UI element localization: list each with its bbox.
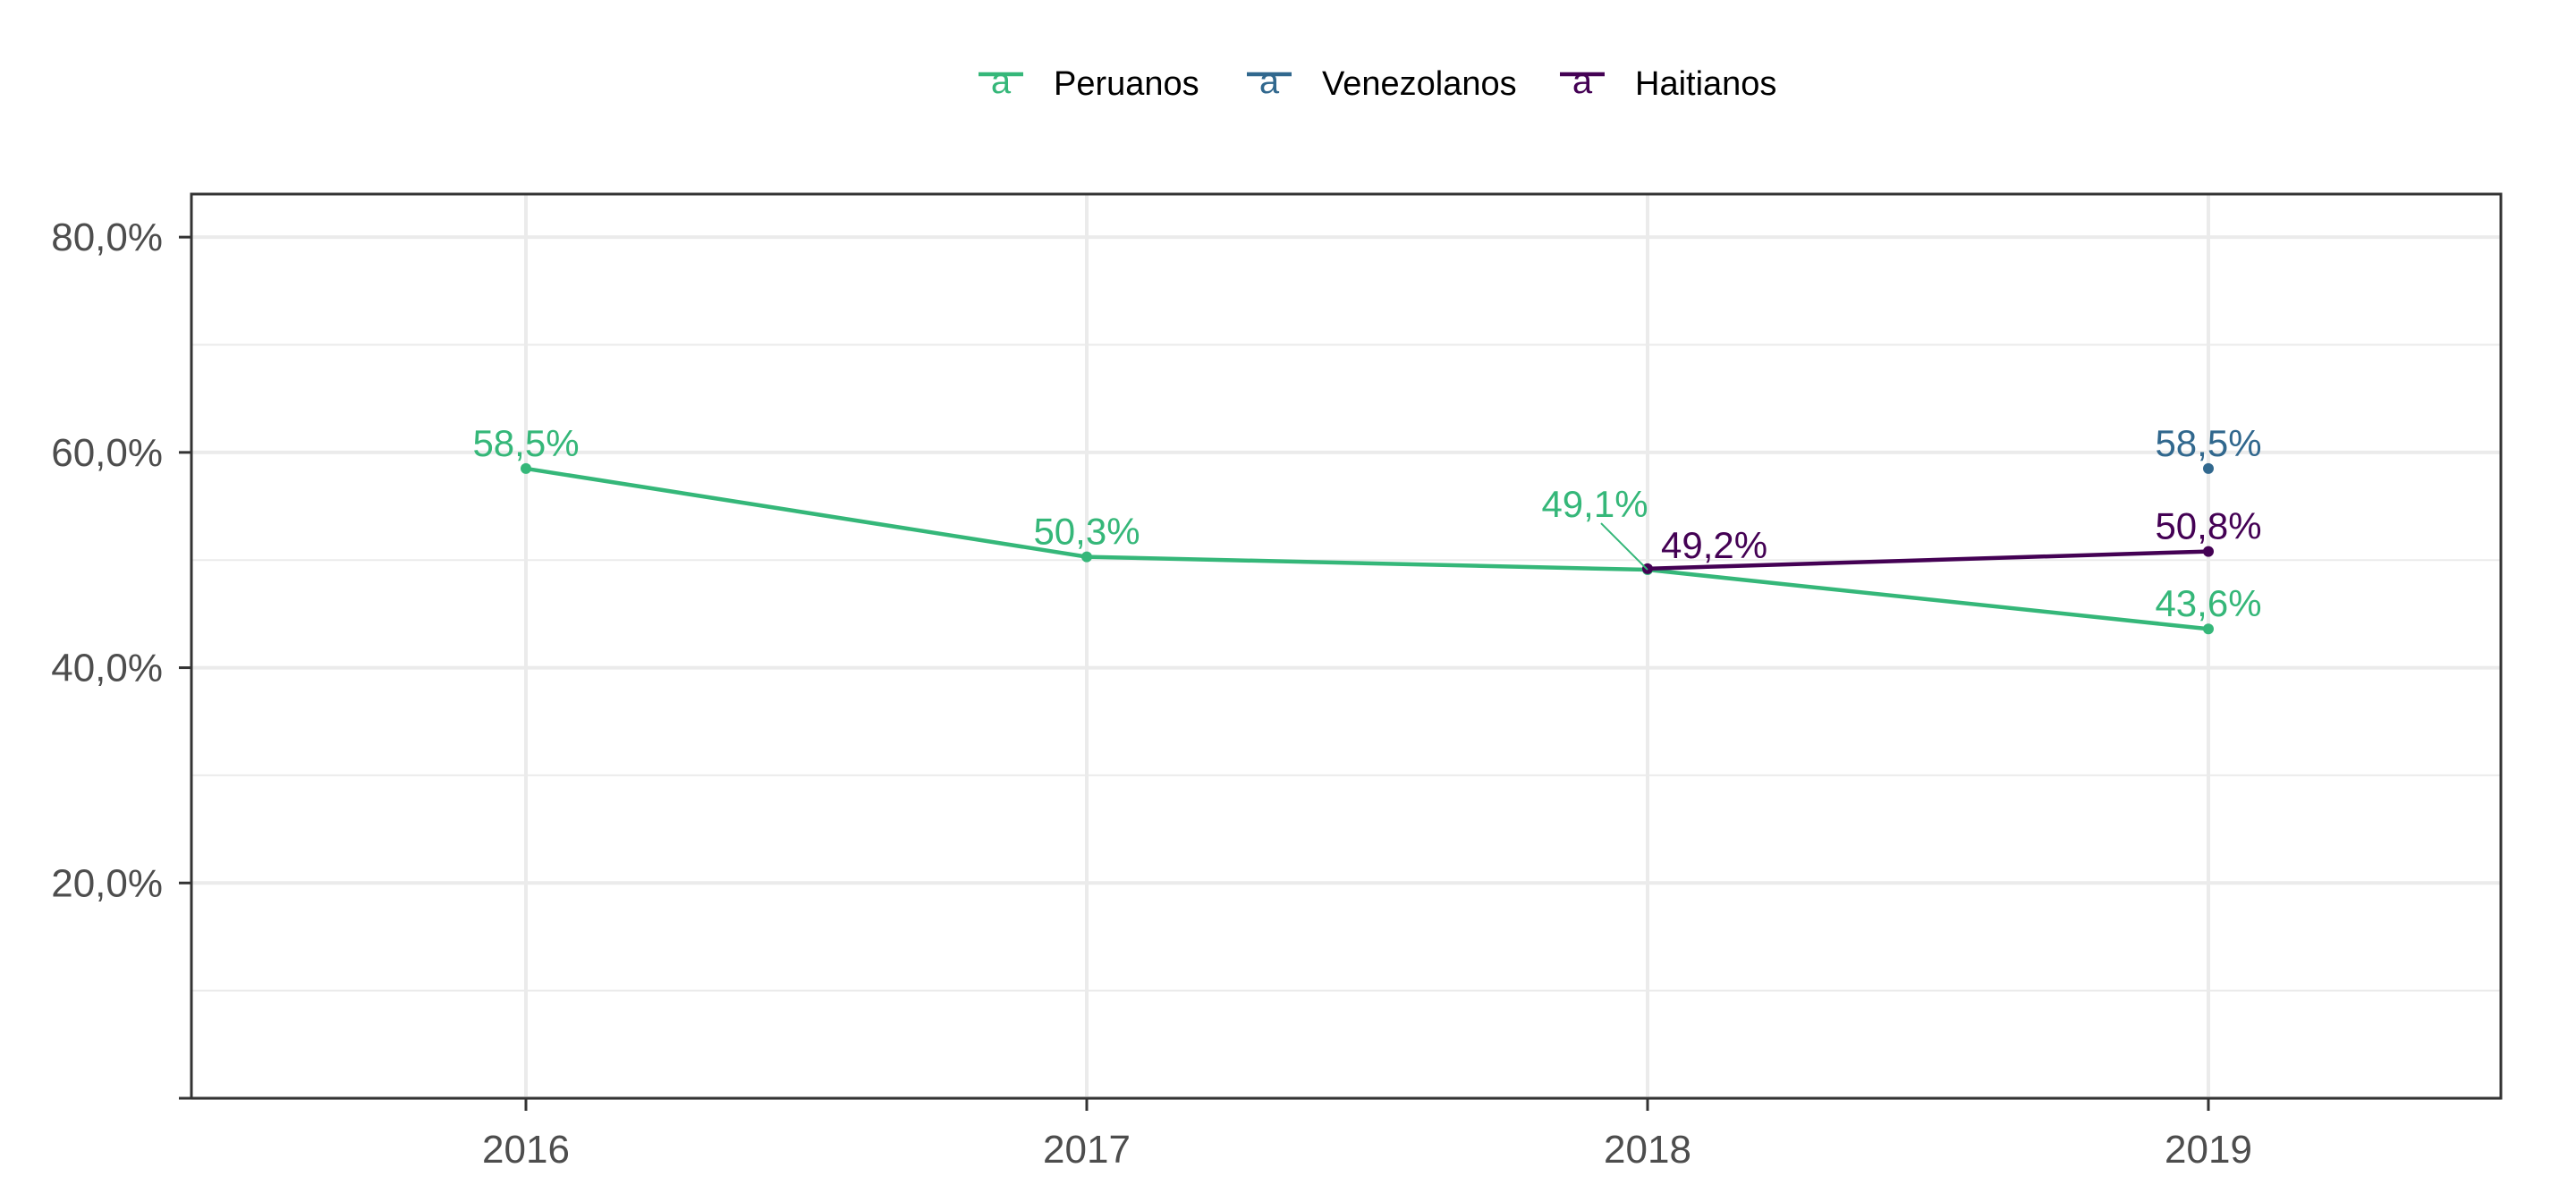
data-label: 49,2%	[1661, 524, 1767, 566]
legend-item: a Haitianos	[1560, 62, 1776, 103]
grid-major	[191, 194, 2501, 1100]
data-label: 58,5%	[472, 422, 579, 464]
plot-panel	[191, 194, 2501, 1098]
grid-minor	[191, 343, 2501, 992]
legend-key-glyph: a	[1259, 62, 1280, 101]
data-point	[1081, 551, 1092, 563]
x-tick-label: 2019	[2165, 1128, 2252, 1172]
series-line	[1647, 549, 2209, 571]
data-point	[2203, 546, 2214, 557]
legend-key-glyph: a	[991, 62, 1012, 101]
data-label: 58,5%	[2155, 422, 2261, 464]
y-tick-label: 60,0%	[51, 431, 163, 475]
legend-item: a Venezolanos	[1247, 62, 1517, 103]
y-axis: 20,0% 40,0% 60,0% 80,0%	[51, 216, 191, 1100]
legend-key-glyph: a	[1572, 62, 1593, 101]
y-tick-label: 20,0%	[51, 861, 163, 905]
series-layer	[521, 462, 2214, 635]
y-tick-label: 80,0%	[51, 216, 163, 259]
y-tick-label: 40,0%	[51, 647, 163, 690]
legend-label: Venezolanos	[1322, 65, 1517, 103]
legend: a Peruanos a Venezolanos a Haitianos	[979, 62, 1776, 103]
data-label: 49,1%	[1541, 483, 1648, 525]
x-tick-label: 2017	[1043, 1128, 1131, 1172]
data-label: 43,6%	[2155, 582, 2261, 624]
series-line	[525, 466, 2209, 631]
data-point	[521, 462, 531, 474]
legend-label: Peruanos	[1054, 65, 1199, 103]
data-point	[2203, 623, 2214, 635]
data-label: 50,8%	[2155, 505, 2261, 547]
plot-border	[190, 192, 2503, 1100]
legend-label: Haitianos	[1635, 65, 1776, 103]
x-tick-label: 2016	[482, 1128, 570, 1172]
label-leader-line	[1600, 522, 1648, 571]
x-tick-label: 2018	[1604, 1128, 1691, 1172]
legend-item: a Peruanos	[979, 62, 1199, 103]
data-label: 50,3%	[1033, 511, 1140, 553]
x-axis: 2016 2017 2018 2019	[482, 1098, 2252, 1172]
data-labels: 58,5% 50,3% 49,1% 43,6% 58,5% 49,2% 50,8%	[472, 422, 2261, 624]
data-point	[2203, 462, 2214, 474]
